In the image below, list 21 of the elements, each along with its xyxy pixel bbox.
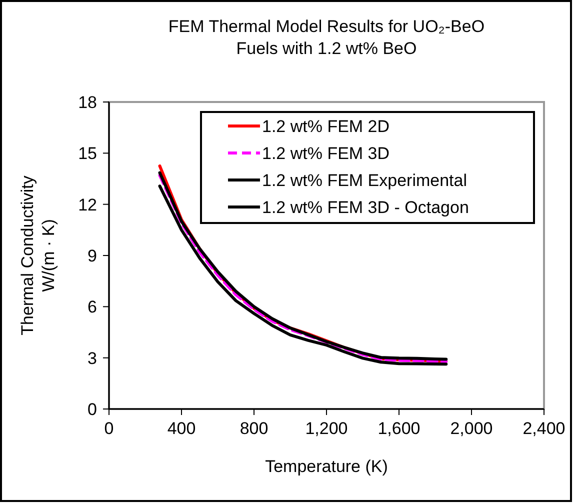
legend-label: 1.2 wt% FEM Experimental — [262, 171, 468, 190]
y-tick-label: 0 — [88, 400, 97, 419]
y-tick-label: 6 — [88, 298, 97, 317]
y-tick-label: 15 — [78, 144, 97, 164]
x-axis-title: Temperature (K) — [265, 457, 388, 476]
legend-label: 1.2 wt% FEM 2D — [262, 117, 390, 136]
x-tick-label: 400 — [167, 419, 196, 438]
x-tick-label: 2,400 — [522, 419, 566, 438]
legend-label: 1.2 wt% FEM 3D - Octagon — [262, 198, 469, 217]
x-tick-label: 2,000 — [450, 419, 493, 438]
y-tick-label: 9 — [88, 246, 97, 266]
y-axis-title: Thermal Conductivity W/(m · K) — [18, 175, 58, 336]
x-tick-label: 1,600 — [378, 419, 420, 438]
x-tick-label: 0 — [104, 419, 114, 438]
x-tick-label: 800 — [240, 419, 268, 438]
x-tick-label: 1,200 — [305, 419, 348, 438]
y-tick-label: 3 — [88, 348, 97, 368]
y-tick-label: 18 — [78, 93, 97, 112]
chart-title: FEM Thermal Model Results for UO₂-BeO Fuels with 1.2 wt% BeO — [168, 17, 485, 58]
y-tick-label: 12 — [78, 195, 97, 214]
legend-label: 1.2 wt% FEM 3D — [262, 144, 390, 163]
